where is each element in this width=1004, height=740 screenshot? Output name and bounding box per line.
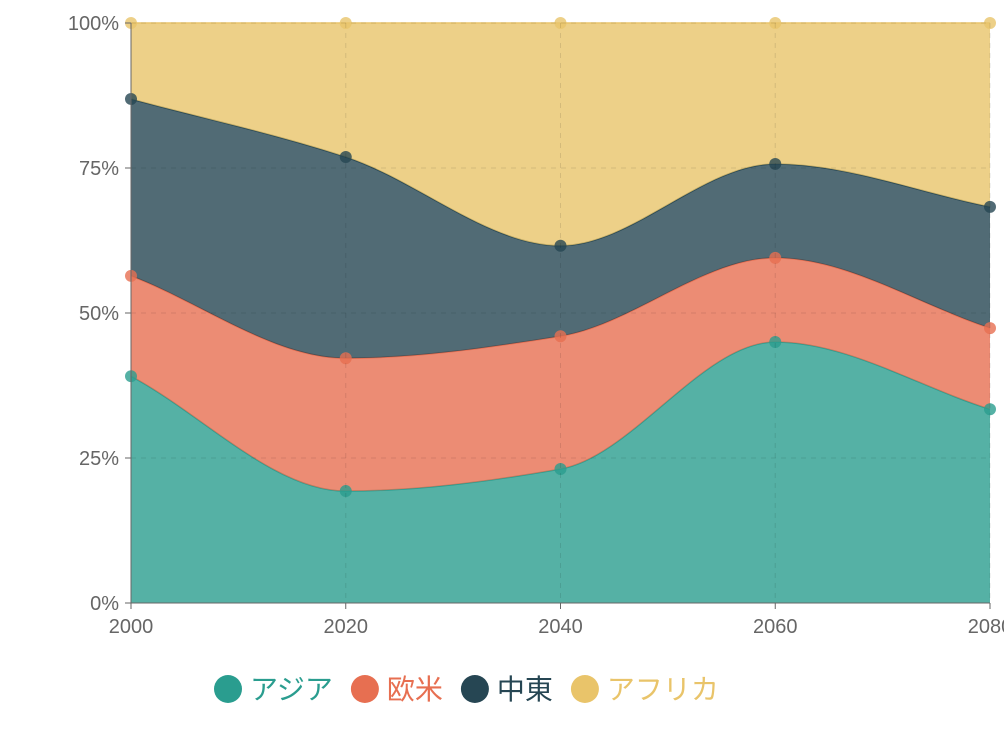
x-tick-label: 2000 xyxy=(109,616,154,638)
data-point xyxy=(769,251,782,264)
legend-swatch xyxy=(460,675,489,703)
legend-item-3: アフリカ xyxy=(570,674,719,705)
y-tick-label: 100% xyxy=(68,13,119,35)
area-1 xyxy=(131,257,990,492)
legend-swatch xyxy=(570,675,599,703)
legend-item-0: アジア xyxy=(214,674,333,705)
legend-item-1: 欧米 xyxy=(350,674,443,705)
y-tick-label: 75% xyxy=(79,158,119,180)
y-tick-label: 25% xyxy=(79,448,119,470)
data-point xyxy=(984,403,996,416)
legend-label: 欧米 xyxy=(387,674,443,705)
data-point xyxy=(769,157,782,170)
y-tick-label: 0% xyxy=(90,593,119,615)
data-point xyxy=(339,485,352,498)
axes: 0% 25% 50% 75% 100% 2000 2020 2040 2060 2080 xyxy=(68,13,1004,638)
x-tick-label: 2080 xyxy=(968,616,1004,638)
data-point xyxy=(554,239,567,252)
x-tick-label: 2040 xyxy=(538,616,583,638)
legend-label: アフリカ xyxy=(607,674,719,705)
data-point xyxy=(554,17,567,29)
data-point xyxy=(769,336,782,348)
data-point xyxy=(984,322,996,335)
data-point xyxy=(984,200,996,213)
legend-swatch xyxy=(350,675,379,703)
x-tick-label: 2020 xyxy=(324,616,369,638)
area-2 xyxy=(131,98,990,359)
points xyxy=(125,17,996,604)
y-tick-label: 50% xyxy=(79,303,119,325)
area-3 xyxy=(131,23,990,246)
legend-label: アジア xyxy=(250,674,333,705)
data-point xyxy=(984,17,996,29)
data-point xyxy=(339,352,352,365)
legend-label: 中東 xyxy=(497,674,553,705)
data-point xyxy=(554,463,567,476)
legend-item-2: 中東 xyxy=(460,674,553,705)
data-point xyxy=(339,150,352,163)
legend-swatch xyxy=(214,675,242,703)
data-point xyxy=(769,17,782,29)
legend: アジア 欧米 中東 アフリカ xyxy=(214,674,719,705)
x-tick-label: 2060 xyxy=(753,616,798,638)
data-point xyxy=(339,17,352,29)
data-point xyxy=(554,330,567,343)
